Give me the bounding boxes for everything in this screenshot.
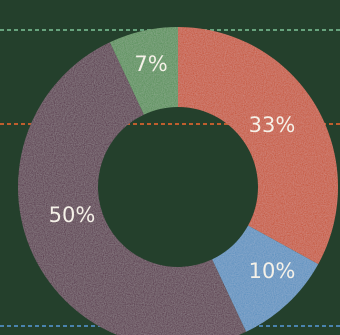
slice-label: 33% — [249, 113, 296, 137]
donut-slice — [178, 27, 339, 265]
donut-slice — [109, 27, 178, 115]
slice-label: 10% — [249, 259, 296, 283]
donut-slice — [18, 42, 247, 335]
donut-slice — [212, 225, 319, 332]
slice-label: 50% — [49, 203, 96, 227]
slice-labels: 33% 10% 50% 7% — [49, 52, 296, 283]
donut-slices — [18, 27, 339, 335]
slice-label: 7% — [134, 52, 167, 76]
